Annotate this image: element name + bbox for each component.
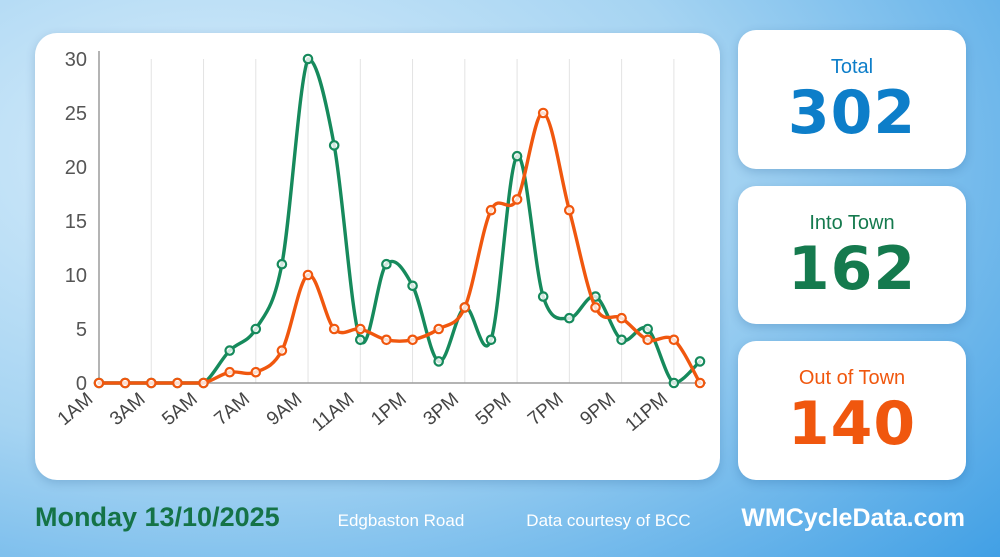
svg-text:11PM: 11PM (622, 389, 672, 436)
svg-text:0: 0 (76, 373, 87, 395)
svg-text:9AM: 9AM (263, 389, 306, 430)
stat-card-total: Total 302 (738, 30, 966, 169)
svg-text:15: 15 (65, 211, 87, 233)
stat-card-into-town: Into Town 162 (738, 185, 966, 325)
stat-value-total: 302 (787, 77, 917, 148)
svg-text:7AM: 7AM (211, 389, 254, 430)
svg-text:5AM: 5AM (158, 389, 201, 430)
svg-text:7PM: 7PM (524, 389, 567, 430)
svg-text:20: 20 (65, 157, 87, 179)
svg-text:25: 25 (65, 103, 87, 125)
stat-label-into-town: Into Town (809, 211, 895, 234)
footer-brand: WMCycleData.com (741, 504, 965, 532)
chart-card: 1AM 3AM 5AM 7AM 9AM 11AM 1PM 3PM 5PM 7PM 9PM 11PM 0 5… (35, 33, 720, 480)
stats-column: Total 302 Into Town 162 Out of Town 140 (738, 30, 966, 481)
stat-value-out-of-town: 140 (787, 389, 917, 460)
footer: Monday 13/10/2025 Edgbaston Road Data co… (35, 502, 965, 533)
stat-label-out-of-town: Out of Town (798, 367, 906, 390)
footer-date: Monday 13/10/2025 (35, 502, 280, 532)
stat-label-total: Total (830, 55, 874, 78)
svg-text:9PM: 9PM (576, 389, 619, 430)
svg-text:1PM: 1PM (367, 389, 410, 430)
svg-text:5: 5 (76, 319, 87, 341)
traffic-chart: 1AM 3AM 5AM 7AM 9AM 11AM 1PM 3PM 5PM 7PM 9PM 11PM05… (54, 49, 706, 436)
svg-text:10: 10 (65, 265, 87, 287)
svg-text:30: 30 (65, 49, 87, 71)
footer-courtesy: Data courtesy of BCC (526, 511, 691, 530)
svg-text:3AM: 3AM (106, 389, 149, 430)
svg-text:5PM: 5PM (472, 389, 515, 430)
stat-value-into-town: 162 (787, 233, 917, 304)
svg-text:11AM: 11AM (308, 389, 358, 436)
footer-location: Edgbaston Road (337, 511, 465, 530)
stat-card-out-of-town: Out of Town 140 (738, 341, 966, 481)
svg-text:3PM: 3PM (420, 389, 463, 430)
